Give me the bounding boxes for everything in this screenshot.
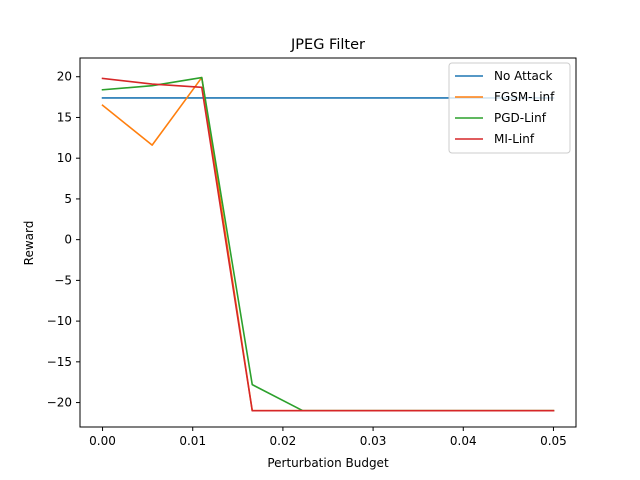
y-tick-label: 5: [64, 192, 72, 206]
legend-box: [448, 62, 571, 154]
y-tick-label: −10: [47, 314, 72, 328]
chart-title: JPEG Filter: [290, 37, 365, 53]
x-tick-label: 0.04: [450, 434, 477, 448]
legend-label: FGSM-Linf: [494, 90, 555, 104]
legend-label: No Attack: [494, 69, 552, 83]
y-tick-label: −5: [54, 273, 72, 287]
x-tick-label: 0.05: [540, 434, 567, 448]
series-line-mi-linf: [101, 77, 555, 412]
x-tick-label: 0.03: [360, 434, 387, 448]
legend: No Attack FGSM-Linf PGD-Linf MI-Linf: [448, 62, 571, 154]
x-tick-label: 0.00: [89, 434, 116, 448]
y-tick-label: −15: [47, 355, 72, 369]
x-tick-label: 0.02: [270, 434, 297, 448]
x-axis: 0.00 0.01 0.02 0.03 0.04 0.05: [89, 427, 567, 448]
y-tick-label: 0: [64, 233, 72, 247]
y-tick-label: 15: [57, 110, 72, 124]
x-tick-label: 0.01: [179, 434, 206, 448]
y-tick-label: −20: [47, 396, 72, 410]
legend-label: PGD-Linf: [494, 111, 547, 125]
legend-label: MI-Linf: [494, 132, 535, 146]
x-axis-label: Perturbation Budget: [267, 456, 389, 470]
plot-frame: [79, 57, 577, 428]
y-tick-label: 20: [57, 70, 72, 84]
y-axis: 20 15 10 5 0 −5 −10 −15 −20: [47, 70, 80, 410]
y-axis-label: Reward: [22, 221, 36, 266]
y-tick-label: 10: [57, 151, 72, 165]
